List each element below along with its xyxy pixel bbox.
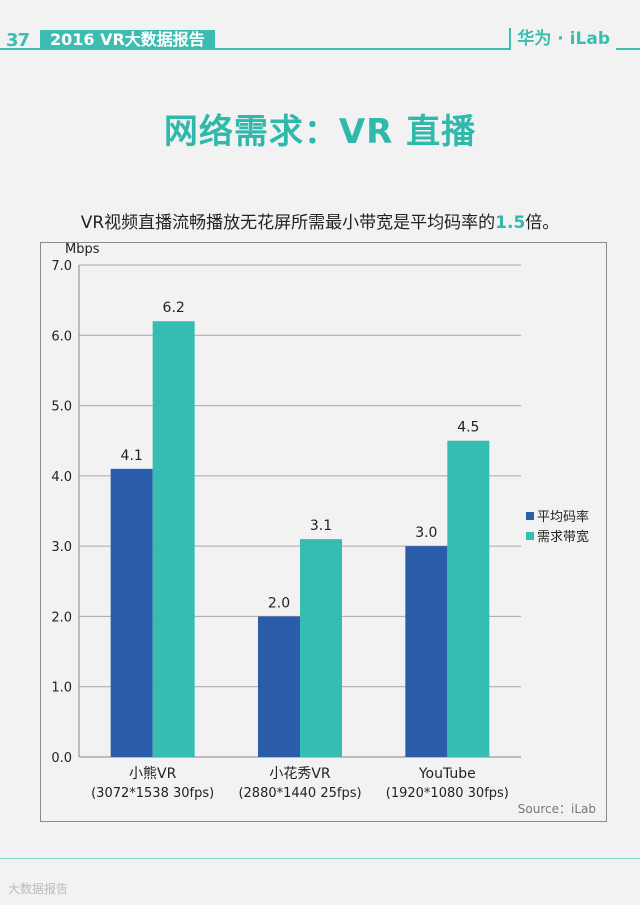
subtitle-highlight: 1.5: [495, 213, 526, 233]
report-title: 2016 VR大数据报告: [40, 30, 215, 50]
header-rule: [0, 48, 640, 50]
footer-rule: [0, 858, 640, 859]
y-tick-label: 4.0: [51, 470, 72, 485]
x-tick-label: YouTube: [418, 766, 476, 782]
subtitle-suffix: 倍。: [525, 213, 560, 233]
y-tick-label: 3.0: [51, 540, 72, 555]
brand-logo: 华为 · iLab: [509, 28, 616, 50]
data-label: 3.1: [310, 518, 332, 534]
data-label: 2.0: [268, 595, 290, 611]
y-tick-label: 7.0: [51, 259, 72, 274]
bar: [110, 468, 153, 757]
y-tick-label: 2.0: [51, 610, 72, 625]
bar: [447, 440, 490, 757]
data-label: 6.2: [163, 300, 185, 316]
page-title: 网络需求：VR 直播: [163, 112, 477, 152]
chart-frame: 0.0 1.0 2.0 3.0 4.0 5.0 6.0 7.0 Mbps 4.1 6.2 小熊VR (3…: [40, 242, 607, 822]
chart-subtitle: VR视频直播流畅播放无花屏所需最小带宽是平均码率的1.5倍。: [0, 208, 640, 233]
x-tick-sublabel: (3072*1538 30fps): [91, 786, 214, 801]
x-tick-label: 小花秀VR: [269, 766, 331, 782]
x-tick-sublabel: (1920*1080 30fps): [386, 786, 509, 801]
y-tick-label: 1.0: [51, 681, 72, 696]
legend-swatch: [526, 512, 534, 520]
legend-label: 需求带宽: [537, 529, 589, 545]
y-tick-label: 6.0: [51, 329, 72, 344]
bar: [258, 616, 300, 757]
bar: [152, 321, 195, 757]
watermark: 大数据报告: [8, 882, 69, 896]
bar: [300, 539, 342, 757]
legend-label: 平均码率: [537, 509, 589, 525]
y-axis-unit: Mbps: [65, 243, 100, 257]
x-tick-sublabel: (2880*1440 25fps): [238, 786, 361, 801]
data-label: 4.1: [121, 448, 143, 464]
x-tick-label: 小熊VR: [129, 766, 177, 782]
page-number: 37: [6, 30, 30, 51]
header-bar: 37 2016 VR大数据报告 华为 · iLab: [0, 28, 640, 56]
data-label: 4.5: [457, 420, 479, 436]
bar: [405, 546, 448, 757]
subtitle-text: VR视频直播流畅播放无花屏所需最小带宽是平均码率的: [80, 213, 496, 233]
data-label: 3.0: [415, 525, 437, 541]
bar-chart: 0.0 1.0 2.0 3.0 4.0 5.0 6.0 7.0 Mbps 4.1 6.2 小熊VR (3…: [51, 243, 596, 816]
source-note: Source：iLab: [518, 802, 596, 816]
y-tick-label: 0.0: [51, 751, 72, 766]
legend-swatch: [526, 532, 534, 540]
y-tick-label: 5.0: [51, 400, 72, 415]
